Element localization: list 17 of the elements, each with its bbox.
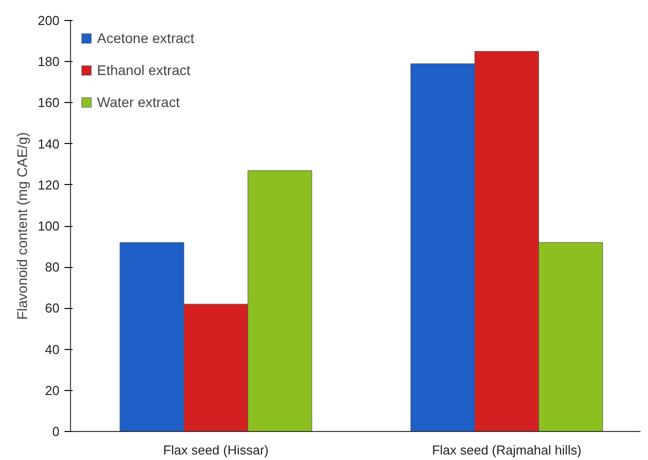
y-tick-label: 180 xyxy=(38,54,60,70)
y-tick-label: 200 xyxy=(38,13,60,28)
y-tick-label: 80 xyxy=(45,260,60,275)
y-tick-label: 120 xyxy=(38,177,60,192)
x-tick-label: Flax seed (Rajmahal hills) xyxy=(432,442,582,458)
legend-label: Acetone extract xyxy=(97,30,194,46)
y-tick-label: 40 xyxy=(45,342,60,357)
y-tick-label: 60 xyxy=(45,300,60,316)
y-tick-label: 100 xyxy=(38,218,60,234)
x-tick-label: Flax seed (Hissar) xyxy=(163,442,269,458)
legend-label: Water extract xyxy=(97,94,180,110)
y-tick-label: 160 xyxy=(38,95,60,110)
y-axis-title: Flavonoid content (mg CAE/g) xyxy=(14,132,30,320)
y-tick-label: 20 xyxy=(45,382,60,398)
y-tick-label: 0 xyxy=(52,424,60,439)
y-tick-label: 140 xyxy=(38,136,60,152)
legend-label: Ethanol extract xyxy=(97,62,190,78)
